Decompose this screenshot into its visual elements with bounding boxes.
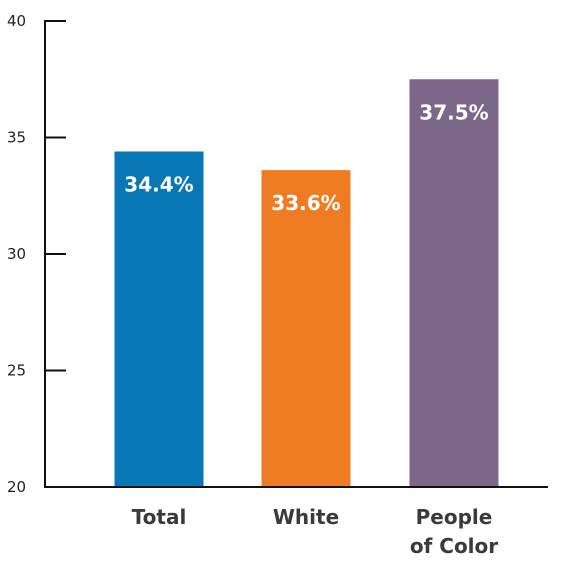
y-tick-label: 40: [7, 12, 26, 30]
bar: [409, 79, 499, 487]
bar: [261, 170, 351, 487]
y-tick-label: 25: [7, 362, 26, 380]
y-tick-label: 30: [7, 245, 26, 263]
bar: [114, 151, 204, 488]
x-category-label: People: [416, 505, 493, 529]
bars: 34.4% 33.6% 37.5%: [114, 79, 499, 488]
y-tick-label: 20: [7, 478, 26, 496]
y-tick-label: 35: [7, 129, 26, 147]
data-label: 34.4%: [124, 172, 193, 196]
data-label: 33.6%: [271, 191, 340, 215]
x-category-label: White: [273, 505, 339, 529]
y-axis: 20 25 30 35 40: [7, 12, 66, 496]
data-label: 37.5%: [419, 100, 488, 124]
x-category-label: of Color: [410, 534, 498, 558]
x-axis: Total White People of Color: [44, 486, 548, 558]
x-category-label: Total: [132, 505, 187, 529]
